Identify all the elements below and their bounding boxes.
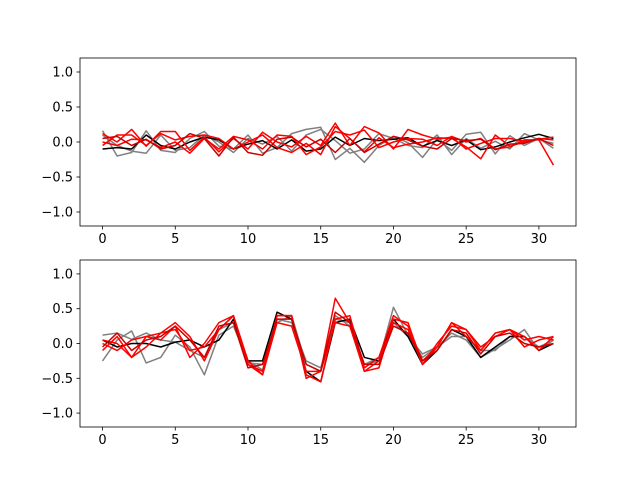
y-tick-label: 1.0 — [52, 66, 73, 81]
series-line-4 — [102, 122, 554, 153]
series-line-6 — [102, 125, 554, 160]
x-tick-label: 15 — [312, 433, 329, 448]
series-line-5 — [102, 314, 554, 383]
y-tick-label: 0.0 — [52, 337, 73, 352]
x-tick-label: 25 — [458, 433, 475, 448]
y-tick-label: 0.5 — [52, 302, 73, 317]
y-tick-label: −0.5 — [41, 171, 73, 186]
x-tick-label: 25 — [458, 232, 475, 247]
x-tick-label: 20 — [385, 433, 402, 448]
x-tick-label: 5 — [171, 232, 179, 247]
series-line-6 — [102, 314, 554, 376]
x-tick-label: 10 — [240, 232, 257, 247]
x-tick-label: 30 — [531, 232, 548, 247]
x-tick-label: 5 — [171, 433, 179, 448]
y-tick-label: −0.5 — [41, 372, 73, 387]
series-line-3 — [102, 133, 554, 152]
x-tick-label: 10 — [240, 433, 257, 448]
series-line-7 — [102, 311, 554, 373]
y-tick-label: 0.5 — [52, 101, 73, 116]
x-tick-label: 20 — [385, 232, 402, 247]
x-tick-label: 30 — [531, 433, 548, 448]
series-line-7 — [102, 132, 554, 157]
y-tick-label: 0.0 — [52, 136, 73, 151]
series-lines — [101, 122, 555, 166]
x-tick-label: 15 — [312, 232, 329, 247]
x-tick-label: 0 — [98, 433, 106, 448]
top-plot-panel: 0 5 10 15 20 25 30 −1.0 −0.5 0.0 0.5 1.0 — [41, 57, 577, 247]
y-tick-label: 1.0 — [52, 267, 73, 282]
y-tick-label: −1.0 — [41, 206, 73, 221]
x-tick-label: 0 — [98, 232, 106, 247]
bottom-plot-panel: 0 5 10 15 20 25 30 −1.0 −0.5 0.0 0.5 1.0 — [41, 259, 577, 448]
y-tick-label: −1.0 — [41, 407, 73, 422]
series-lines — [101, 297, 554, 383]
